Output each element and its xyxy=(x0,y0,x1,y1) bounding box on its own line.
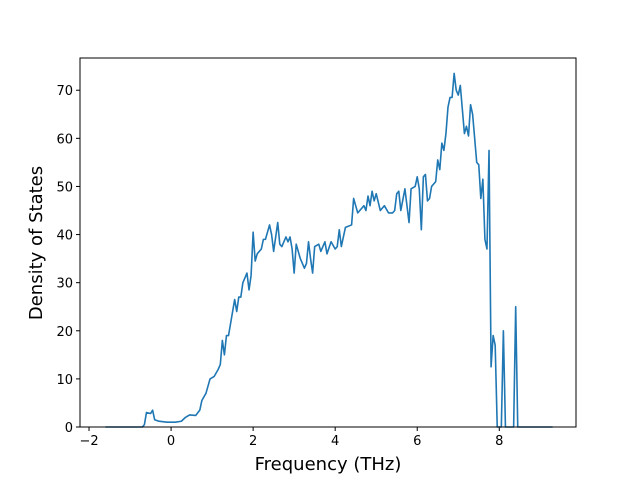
x-tick-label: −2 xyxy=(79,434,98,449)
x-tick-label: 0 xyxy=(167,434,175,449)
x-tick-label: 4 xyxy=(331,434,339,449)
x-tick-label: 6 xyxy=(413,434,421,449)
x-axis-label: Frequency (THz) xyxy=(255,454,402,475)
y-tick-label: 30 xyxy=(56,277,73,292)
y-tick-label: 20 xyxy=(56,325,73,340)
y-axis-label: Density of States xyxy=(26,166,47,320)
y-tick-label: 10 xyxy=(56,373,73,388)
x-tick-label: 8 xyxy=(495,434,503,449)
y-tick-label: 60 xyxy=(56,132,73,147)
plot-frame xyxy=(79,57,577,428)
y-tick-label: 70 xyxy=(56,84,73,99)
y-tick-label: 0 xyxy=(65,421,73,436)
y-tick-label: 40 xyxy=(56,229,73,244)
y-tick-label: 50 xyxy=(56,180,73,195)
x-tick-label: 2 xyxy=(249,434,257,449)
line-series xyxy=(105,72,553,428)
